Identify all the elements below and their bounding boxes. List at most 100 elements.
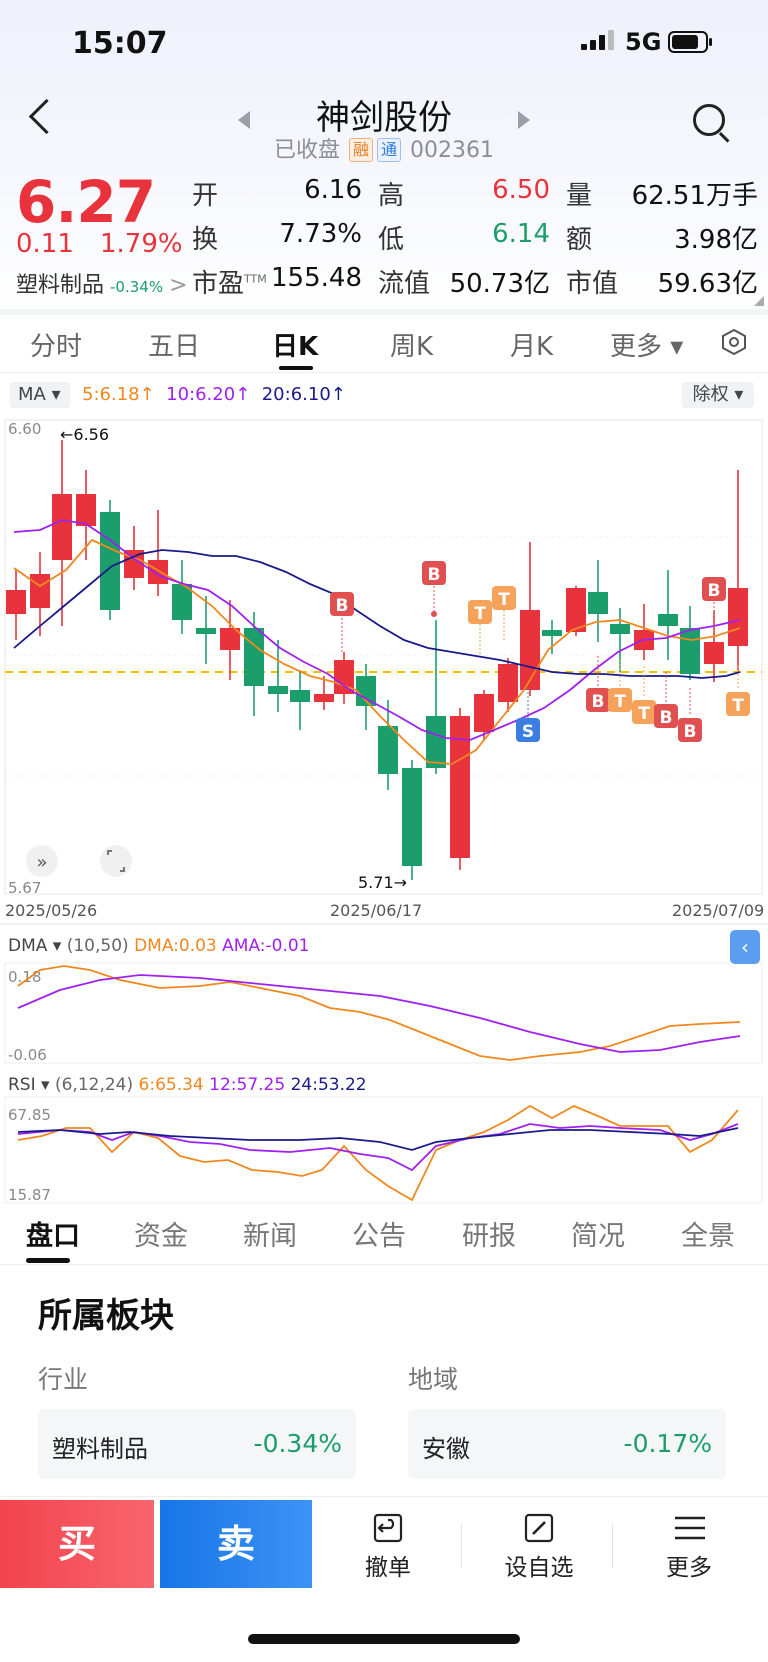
stock-code: 002361 — [410, 138, 494, 163]
adjust-selector[interactable]: 除权 ▾ — [682, 382, 754, 408]
rsi-y-top: 67.85 — [8, 1106, 51, 1124]
market-cap-label: 市值 — [566, 269, 619, 299]
marker-buy: B — [422, 561, 446, 617]
sell-button[interactable]: 卖 — [160, 1500, 312, 1588]
ma-values: 5:6.18↑ 10:6.20↑ 20:6.10↑ — [82, 384, 346, 405]
fast-forward-button: » — [26, 845, 58, 877]
divider — [0, 1496, 768, 1497]
rsi-selector[interactable]: RSI ▾ — [8, 1075, 50, 1095]
turnover-value: 7.73% — [279, 219, 362, 249]
add-watchlist-button[interactable]: 设自选 — [484, 1512, 594, 1582]
tab-intraday[interactable]: 分时 — [30, 332, 83, 362]
status-time: 15:07 — [72, 26, 168, 61]
candle-body — [450, 716, 470, 858]
rsi24-line — [17, 1127, 739, 1151]
tab-announcements[interactable]: 公告 — [352, 1221, 406, 1252]
tab-indicator — [279, 366, 313, 370]
collapse-panel-button[interactable]: ‹ — [730, 930, 760, 964]
svg-text:B: B — [592, 692, 605, 712]
svg-text:T: T — [474, 604, 486, 624]
candle-body — [100, 512, 120, 610]
open-value: 6.16 — [304, 175, 362, 205]
expand-corner-icon[interactable] — [754, 296, 764, 306]
divider — [612, 1524, 613, 1568]
ma-selector[interactable]: MA ▾ — [10, 382, 70, 408]
divider — [0, 372, 768, 373]
candle-body — [196, 628, 216, 634]
candle-body — [6, 590, 26, 614]
candle-body — [378, 726, 398, 774]
more-button[interactable]: 更多 — [634, 1512, 744, 1582]
prev-stock-icon[interactable] — [238, 111, 250, 129]
candle-body — [542, 630, 562, 636]
next-stock-icon[interactable] — [518, 111, 530, 129]
sector-link[interactable]: 塑料制品 -0.34% > — [16, 267, 188, 299]
tab-profile[interactable]: 简况 — [571, 1221, 625, 1252]
dma-y-top: 0.18 — [8, 968, 41, 986]
divider — [0, 1264, 768, 1265]
chart-settings-icon[interactable] — [720, 328, 746, 356]
undo-icon — [372, 1512, 404, 1544]
svg-text:B: B — [708, 581, 721, 601]
chevron-right-icon: > — [169, 273, 188, 298]
signal-icon — [581, 30, 617, 50]
buy-button[interactable]: 买 — [0, 1500, 154, 1588]
rsi-y-bottom: 15.87 — [8, 1186, 51, 1204]
marker-buy: B — [586, 656, 610, 712]
tab-weekly-k[interactable]: 周K — [390, 332, 434, 362]
tab-more[interactable]: 更多 ▾ — [610, 332, 684, 362]
candle-body — [658, 614, 678, 626]
float-cap-label: 流值 — [378, 269, 431, 299]
candle-body — [314, 694, 334, 702]
connect-tag: 通 — [377, 138, 402, 162]
search-icon[interactable] — [693, 104, 725, 136]
candle-body — [680, 628, 700, 674]
svg-text:S: S — [522, 722, 534, 742]
dma-header: DMA ▾ (10,50) DMA:0.03 AMA:-0.01 — [8, 936, 310, 956]
candle-body — [356, 676, 376, 706]
dma-selector[interactable]: DMA ▾ — [8, 936, 62, 956]
pe-value: 155.48 — [271, 263, 362, 293]
battery-icon — [668, 31, 712, 53]
high-label: 高 — [378, 181, 405, 211]
marker-t: T — [492, 586, 516, 640]
market-status: 已收盘 — [274, 138, 341, 163]
tab-research[interactable]: 研报 — [462, 1221, 516, 1252]
rsi6-line — [17, 1104, 739, 1202]
tab-funds[interactable]: 资金 — [134, 1221, 188, 1252]
svg-text:T: T — [732, 696, 744, 716]
candle-body — [704, 642, 724, 664]
turnover-label: 换 — [192, 225, 219, 255]
market-cap-value: 59.63亿 — [657, 269, 758, 299]
svg-text:T: T — [638, 704, 650, 724]
tab-monthly-k[interactable]: 月K — [510, 332, 554, 362]
candle-body — [610, 624, 630, 634]
add-watchlist-label: 设自选 — [504, 1555, 574, 1581]
trade-markers: B B T T S B T T B B B T — [330, 561, 750, 742]
industry-label: 行业 — [38, 1365, 89, 1394]
section-title: 所属板块 — [38, 1296, 174, 1336]
candle-body — [426, 716, 446, 768]
cancel-order-button[interactable]: 撤单 — [333, 1512, 443, 1582]
candle-body — [220, 628, 240, 650]
svg-text:B: B — [684, 722, 697, 742]
kline-chart-area[interactable]: 6.60 5.67 ←6.56 5.71→ B B T T S B T T B … — [0, 415, 768, 1215]
cancel-order-label: 撤单 — [365, 1555, 411, 1581]
edit-icon — [523, 1512, 555, 1544]
marker-t: T — [726, 666, 750, 716]
tab-five-day[interactable]: 五日 — [148, 332, 201, 362]
svg-text:T: T — [498, 590, 510, 610]
tab-daily-k[interactable]: 日K — [272, 332, 319, 362]
industry-name: 塑料制品 — [52, 1435, 148, 1463]
high-value: 6.50 — [492, 175, 550, 205]
candle-body — [402, 768, 422, 866]
candle-body — [728, 588, 748, 646]
industry-card[interactable]: 塑料制品 -0.34% — [38, 1409, 356, 1479]
tab-orderbook[interactable]: 盘口 — [26, 1221, 80, 1252]
region-card[interactable]: 安徽 -0.17% — [408, 1409, 726, 1479]
region-pct: -0.17% — [623, 1429, 712, 1458]
ma10-line — [13, 519, 741, 741]
tab-overview[interactable]: 全景 — [681, 1221, 735, 1252]
tab-news[interactable]: 新闻 — [243, 1221, 297, 1252]
svg-text:»: » — [36, 852, 47, 873]
